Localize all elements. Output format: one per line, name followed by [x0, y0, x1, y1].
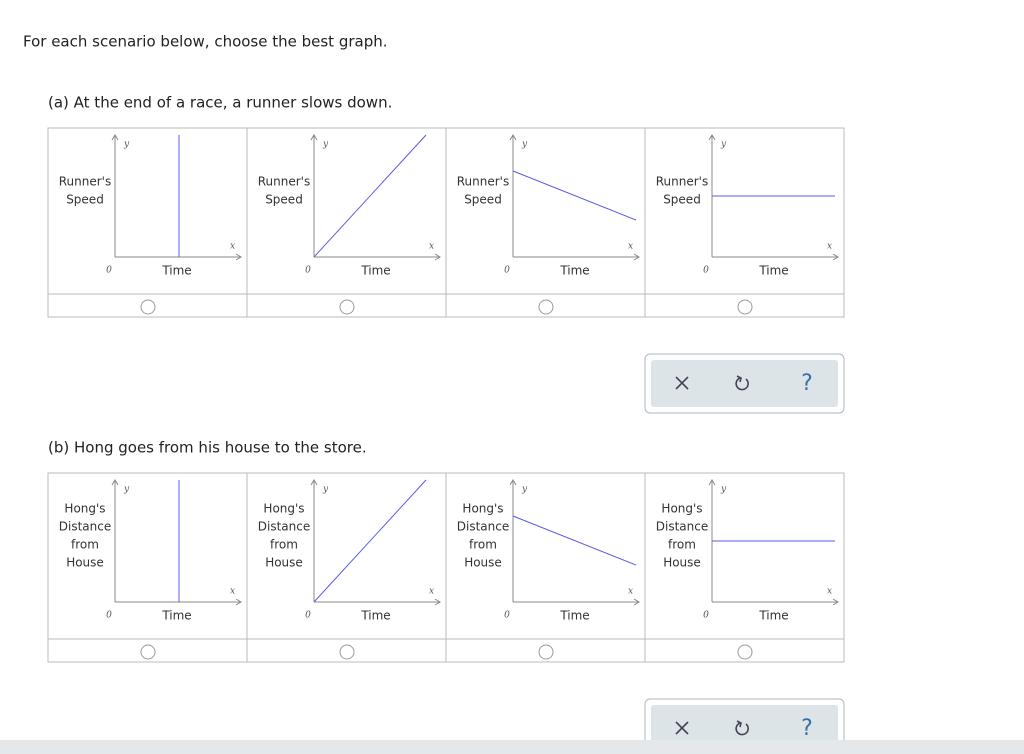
y-axis: [111, 479, 119, 602]
radio-button[interactable]: [737, 299, 753, 315]
y-label: Distance: [457, 520, 509, 534]
y-label: Runner's: [656, 175, 708, 189]
x-label: Time: [161, 609, 191, 623]
origin-label: 0: [504, 611, 510, 621]
x-axis: [115, 598, 242, 606]
x-axis-name: x: [429, 242, 434, 252]
radio-button[interactable]: [538, 299, 554, 315]
y-label: Hong's: [64, 502, 105, 516]
y-axis: [111, 134, 119, 257]
graph-line: [313, 479, 427, 603]
y-axis: [310, 479, 318, 602]
x-axis: [314, 253, 441, 261]
origin-label: 0: [703, 266, 709, 276]
help-button[interactable]: ?: [801, 371, 813, 396]
x-axis: [513, 598, 640, 606]
y-axis-name: y: [322, 140, 329, 150]
y-axis: [509, 134, 517, 257]
y-label: House: [464, 556, 502, 570]
x-axis-name: x: [827, 587, 832, 597]
graph-line: [512, 515, 637, 566]
origin-label: 0: [703, 611, 709, 621]
x-axis: [712, 253, 839, 261]
y-label: Runner's: [457, 175, 509, 189]
y-label: House: [265, 556, 303, 570]
y-axis-name: y: [720, 140, 727, 150]
y-axis-name: y: [123, 485, 130, 495]
origin-label: 0: [305, 266, 311, 276]
y-label: Speed: [265, 193, 303, 207]
toolbar-inner: [651, 360, 838, 407]
radio-button[interactable]: [737, 644, 753, 660]
y-label: House: [663, 556, 701, 570]
radio-button[interactable]: [538, 644, 554, 660]
x-axis: [513, 253, 640, 261]
help-button[interactable]: ?: [801, 716, 813, 741]
graph-line: [313, 134, 427, 258]
y-axis-name: y: [521, 485, 528, 495]
x-axis: [115, 253, 242, 261]
y-label: from: [469, 538, 497, 552]
origin-label: 0: [106, 266, 112, 276]
y-label: Speed: [663, 193, 701, 207]
y-label: Hong's: [263, 502, 304, 516]
x-axis-name: x: [230, 587, 235, 597]
y-label: Distance: [258, 520, 310, 534]
y-label: Runner's: [59, 175, 111, 189]
bottom-bar: [0, 740, 1024, 754]
origin-label: 0: [504, 266, 510, 276]
y-axis: [310, 134, 318, 257]
undo-button[interactable]: [735, 720, 749, 736]
y-label: Speed: [66, 193, 104, 207]
question-prompt: (b) Hong goes from his house to the stor…: [48, 439, 367, 457]
clear-button[interactable]: [675, 721, 689, 735]
graph-line: [512, 170, 637, 221]
x-label: Time: [758, 609, 788, 623]
y-label: Hong's: [462, 502, 503, 516]
y-label: from: [71, 538, 99, 552]
y-label: House: [66, 556, 104, 570]
clear-button[interactable]: [675, 376, 689, 390]
x-axis-name: x: [628, 242, 633, 252]
origin-label: 0: [106, 611, 112, 621]
y-axis-name: y: [720, 485, 727, 495]
y-axis-name: y: [521, 140, 528, 150]
y-label: from: [668, 538, 696, 552]
undo-button[interactable]: [735, 375, 749, 391]
y-label: Distance: [59, 520, 111, 534]
x-axis-name: x: [628, 587, 633, 597]
x-label: Time: [559, 264, 589, 278]
y-label: Runner's: [258, 175, 310, 189]
origin-label: 0: [305, 611, 311, 621]
radio-button[interactable]: [140, 644, 156, 660]
x-label: Time: [360, 609, 390, 623]
y-axis: [509, 479, 517, 602]
x-label: Time: [161, 264, 191, 278]
y-label: Hong's: [661, 502, 702, 516]
x-label: Time: [360, 264, 390, 278]
y-label: from: [270, 538, 298, 552]
x-axis: [314, 598, 441, 606]
x-label: Time: [559, 609, 589, 623]
y-axis-name: y: [123, 140, 130, 150]
instruction: For each scenario below, choose the best…: [23, 33, 388, 51]
radio-button[interactable]: [339, 299, 355, 315]
x-label: Time: [758, 264, 788, 278]
x-axis-name: x: [429, 587, 434, 597]
x-axis-name: x: [230, 242, 235, 252]
radio-button[interactable]: [140, 299, 156, 315]
x-axis-name: x: [827, 242, 832, 252]
y-label: Distance: [656, 520, 708, 534]
y-axis-name: y: [322, 485, 329, 495]
question-prompt: (a) At the end of a race, a runner slows…: [48, 94, 392, 112]
x-axis: [712, 598, 839, 606]
radio-button[interactable]: [339, 644, 355, 660]
y-label: Speed: [464, 193, 502, 207]
